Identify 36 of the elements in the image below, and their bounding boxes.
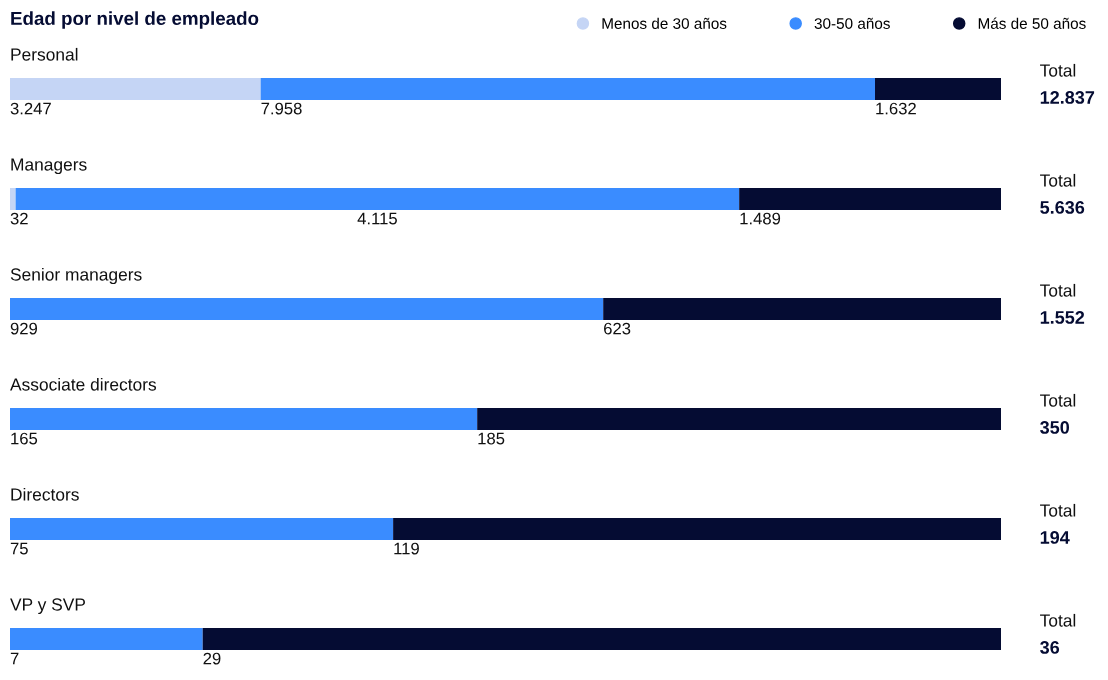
y-tick-label: Senior managers bbox=[10, 267, 142, 285]
data-label: 1.632 bbox=[876, 102, 916, 115]
text: Total bbox=[1040, 393, 1076, 407]
data-label: 32 bbox=[10, 212, 28, 225]
chart-title: Edad por nivel de empleado bbox=[11, 11, 259, 29]
data-label: 7 bbox=[10, 652, 19, 665]
data-label: 119 bbox=[394, 542, 419, 555]
data-label: 1.489 bbox=[740, 212, 781, 225]
total-label: 36 bbox=[1040, 641, 1060, 654]
text: Total bbox=[1040, 503, 1076, 517]
total-label: 350 bbox=[1040, 421, 1070, 434]
data-label: 4.115 bbox=[357, 212, 397, 225]
text: Total bbox=[1040, 613, 1076, 627]
data-label: 3.247 bbox=[10, 102, 51, 115]
text: Total bbox=[1040, 63, 1076, 77]
y-tick-label: Managers bbox=[11, 158, 87, 175]
legend-label: 30-50 años bbox=[814, 17, 890, 29]
total-label: 5.636 bbox=[1040, 201, 1085, 214]
legend-label: Más de 50 años bbox=[978, 17, 1086, 29]
data-label: 929 bbox=[10, 322, 38, 335]
y-tick-label: Directors bbox=[11, 487, 79, 501]
total-label: 194 bbox=[1040, 531, 1070, 544]
data-label: 75 bbox=[10, 542, 28, 555]
y-tick-label: VP y SVP bbox=[10, 598, 86, 615]
y-tick-label: Personal bbox=[11, 47, 78, 61]
data-label: 165 bbox=[11, 432, 38, 445]
data-label: 185 bbox=[478, 432, 505, 445]
data-label: 29 bbox=[203, 652, 221, 665]
data-label: 7.958 bbox=[261, 102, 302, 115]
total-label: 12.837 bbox=[1040, 91, 1095, 104]
data-label: 623 bbox=[604, 322, 631, 335]
y-tick-label: Associate directors bbox=[10, 377, 157, 391]
legend-label: Menos de 30 años bbox=[602, 17, 727, 29]
total-label: 1.552 bbox=[1040, 311, 1085, 324]
text: Total bbox=[1040, 283, 1076, 297]
text: Total bbox=[1040, 173, 1076, 187]
